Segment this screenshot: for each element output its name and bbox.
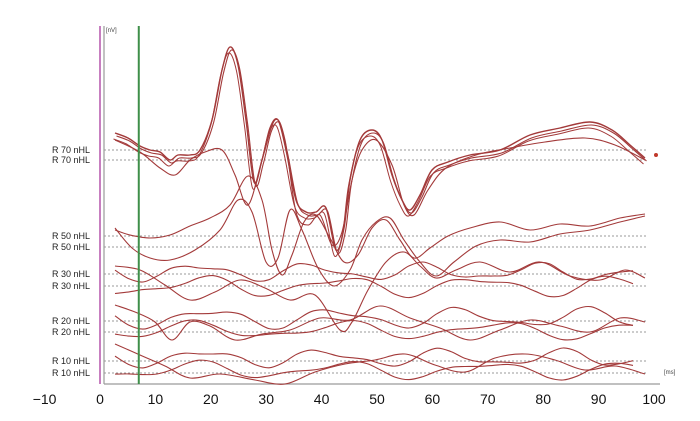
traces <box>113 46 647 385</box>
y-unit-label: [nV] <box>106 28 117 34</box>
x-tick-label: 10 <box>148 391 164 407</box>
end-dot <box>654 153 658 157</box>
x-tick-label: 100 <box>642 391 666 407</box>
x-ticks: −10 0 10 20 30 40 50 60 70 80 90 100 <box>33 391 666 407</box>
markers <box>99 26 140 384</box>
x-unit-label: [ms] <box>664 370 676 376</box>
x-tick-label: 70 <box>480 391 496 407</box>
row-label: R 70 nHL <box>52 155 90 165</box>
x-tick-label: 40 <box>314 391 330 407</box>
waveform-trace <box>114 305 634 330</box>
waveform-trace <box>116 49 647 255</box>
row-label: R 70 nHL <box>52 145 90 155</box>
x-tick-label: 20 <box>203 391 219 407</box>
x-tick-label: 80 <box>535 391 551 407</box>
waveform-trace <box>114 175 646 276</box>
x-tick-label: 90 <box>591 391 607 407</box>
row-label: R 30 nHL <box>52 281 90 291</box>
row-label: R 50 nHL <box>52 242 90 252</box>
waveform-trace <box>114 274 634 299</box>
row-label: R 10 nHL <box>52 368 90 378</box>
waveform-trace <box>114 46 646 252</box>
row-label: R 50 nHL <box>52 231 90 241</box>
row-label: R 20 nHL <box>52 316 90 326</box>
row-label: R 30 nHL <box>52 269 90 279</box>
x-tick-label: −10 <box>33 391 57 407</box>
x-tick-label: 0 <box>96 391 104 407</box>
waveform-trace <box>114 359 634 381</box>
waveform-trace <box>114 198 646 287</box>
x-tick-label: 30 <box>258 391 274 407</box>
waveform-trace <box>114 319 634 341</box>
x-tick-label: 50 <box>369 391 385 407</box>
waveform-trace <box>114 251 646 333</box>
waveform-trace <box>114 347 634 369</box>
waveform-trace <box>114 343 646 385</box>
x-tick-label: 60 <box>425 391 441 407</box>
row-label: R 10 nHL <box>52 356 90 366</box>
waveform-trace <box>114 304 646 341</box>
waveform-trace <box>114 118 646 247</box>
row-label: R 20 nHL <box>52 327 90 337</box>
